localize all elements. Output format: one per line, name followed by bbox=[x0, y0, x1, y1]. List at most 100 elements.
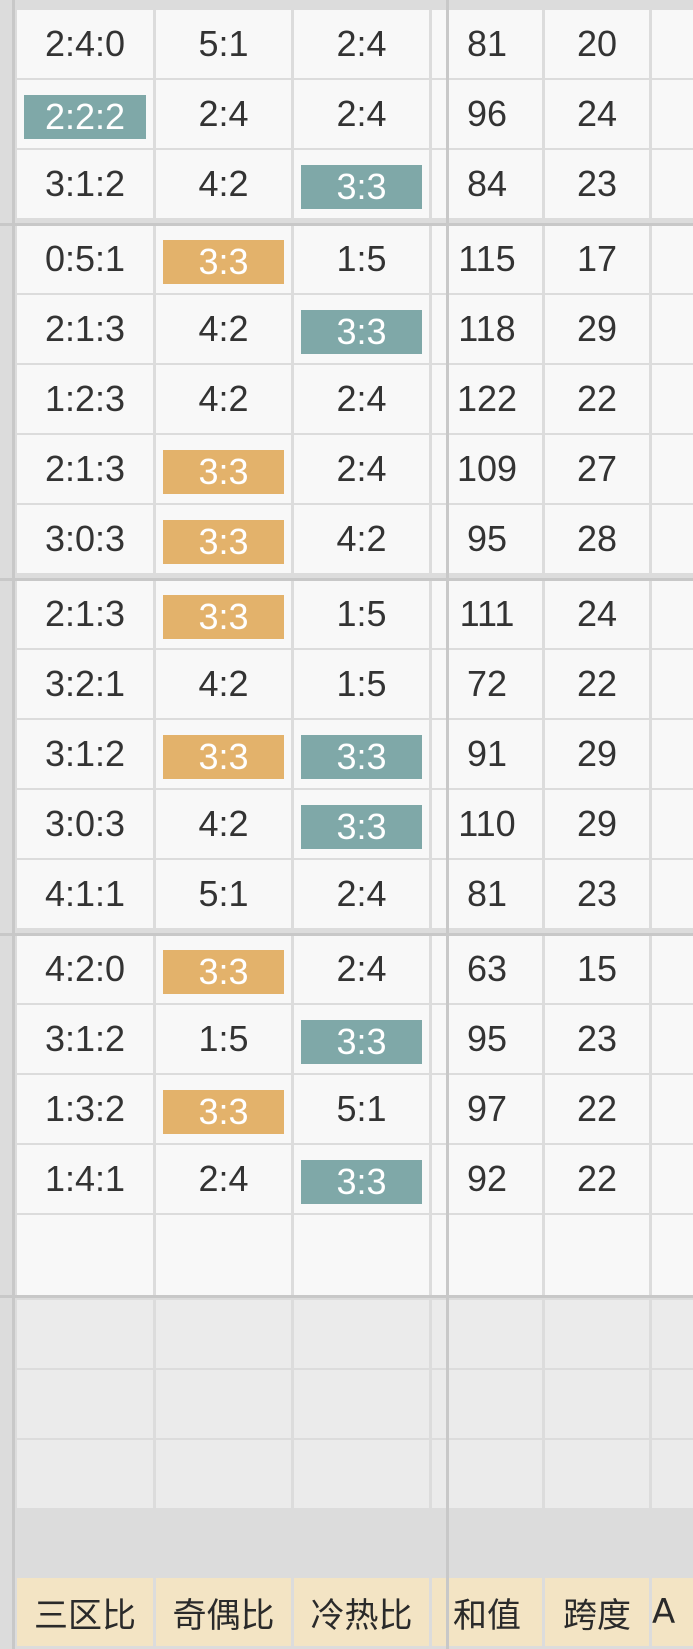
section-divider bbox=[0, 933, 693, 936]
orange-highlight-badge: 3:3 bbox=[163, 595, 284, 639]
cell-span: 24 bbox=[545, 80, 649, 148]
footer-stats-row bbox=[0, 1370, 693, 1440]
teal-highlight-badge: 2:2:2 bbox=[24, 95, 146, 139]
table-row: 2:2:2 2:4 2:4 96 24 bbox=[0, 80, 693, 150]
cell-zone: 1:3:2 bbox=[17, 1075, 153, 1143]
footer-cell bbox=[17, 1370, 153, 1438]
table-row: 1:4:1 2:4 3:3 92 22 bbox=[0, 1145, 693, 1215]
cell-ch: 2:4 bbox=[294, 935, 429, 1003]
cell-ch: 3:3 bbox=[294, 295, 429, 363]
cell-ch: 1:5 bbox=[294, 225, 429, 293]
table-row: 3:1:2 3:3 3:3 91 29 bbox=[0, 720, 693, 790]
cell-extra bbox=[652, 1145, 693, 1213]
teal-highlight-badge: 3:3 bbox=[301, 310, 422, 354]
cell-zone: 2:1:3 bbox=[17, 295, 153, 363]
table-row: 3:1:2 4:2 3:3 84 23 bbox=[0, 150, 693, 220]
cell-zone: 4:1:1 bbox=[17, 860, 153, 928]
cell-zone: 2:4:0 bbox=[17, 10, 153, 78]
cell-oe: 4:2 bbox=[156, 150, 291, 218]
empty-cell bbox=[156, 1230, 291, 1298]
column-header[interactable]: 跨度 bbox=[545, 1578, 649, 1646]
cell-sum: 110 bbox=[432, 790, 542, 858]
footer-cell bbox=[156, 1370, 291, 1438]
cell-sum: 72 bbox=[432, 650, 542, 718]
cell-extra bbox=[652, 790, 693, 858]
cell-extra bbox=[652, 505, 693, 573]
column-header[interactable]: A bbox=[652, 1578, 693, 1646]
cell-span: 22 bbox=[545, 365, 649, 433]
cell-extra bbox=[652, 935, 693, 1003]
cell-oe: 2:4 bbox=[156, 1145, 291, 1213]
table-row: 0:5:1 3:3 1:5 115 17 bbox=[0, 225, 693, 295]
cell-zone: 1:4:1 bbox=[17, 1145, 153, 1213]
cell-extra bbox=[652, 295, 693, 363]
footer-cell bbox=[545, 1370, 649, 1438]
footer-cell bbox=[294, 1440, 429, 1508]
cell-zone: 2:1:3 bbox=[17, 580, 153, 648]
footer-cell bbox=[652, 1440, 693, 1508]
section-divider bbox=[0, 223, 693, 226]
cell-extra bbox=[652, 860, 693, 928]
cell-extra bbox=[652, 225, 693, 293]
cell-sum: 96 bbox=[432, 80, 542, 148]
table-row: 2:1:3 4:2 3:3 118 29 bbox=[0, 295, 693, 365]
teal-highlight-badge: 3:3 bbox=[301, 1020, 422, 1064]
column-header[interactable]: 和值 bbox=[432, 1578, 542, 1646]
cell-sum: 81 bbox=[432, 860, 542, 928]
footer-cell bbox=[432, 1370, 542, 1438]
empty-cell bbox=[17, 1230, 153, 1298]
cell-span: 22 bbox=[545, 650, 649, 718]
orange-highlight-badge: 3:3 bbox=[163, 240, 284, 284]
cell-zone: 3:1:2 bbox=[17, 150, 153, 218]
cell-extra bbox=[652, 1005, 693, 1073]
cell-oe: 3:3 bbox=[156, 505, 291, 573]
orange-highlight-badge: 3:3 bbox=[163, 450, 284, 494]
cell-oe: 4:2 bbox=[156, 650, 291, 718]
cell-span: 15 bbox=[545, 935, 649, 1003]
cell-span: 22 bbox=[545, 1075, 649, 1143]
cell-span: 23 bbox=[545, 1005, 649, 1073]
cell-ch: 4:2 bbox=[294, 505, 429, 573]
cell-ch: 1:5 bbox=[294, 650, 429, 718]
teal-highlight-badge: 3:3 bbox=[301, 165, 422, 209]
cell-zone: 4:2:0 bbox=[17, 935, 153, 1003]
cell-sum: 118 bbox=[432, 295, 542, 363]
footer-stats-row bbox=[0, 1300, 693, 1370]
footer-cell bbox=[156, 1440, 291, 1508]
column-header[interactable]: 冷热比 bbox=[294, 1578, 429, 1646]
teal-highlight-badge: 3:3 bbox=[301, 735, 422, 779]
cell-sum: 92 bbox=[432, 1145, 542, 1213]
cell-span: 24 bbox=[545, 580, 649, 648]
cell-oe: 5:1 bbox=[156, 860, 291, 928]
column-divider bbox=[446, 0, 449, 1649]
cell-span: 28 bbox=[545, 505, 649, 573]
column-header[interactable]: 三区比 bbox=[17, 1578, 153, 1646]
cell-sum: 115 bbox=[432, 225, 542, 293]
cell-sum: 109 bbox=[432, 435, 542, 503]
column-header[interactable]: 奇偶比 bbox=[156, 1578, 291, 1646]
cell-span: 23 bbox=[545, 860, 649, 928]
cell-oe: 2:4 bbox=[156, 80, 291, 148]
cell-span: 29 bbox=[545, 720, 649, 788]
cell-zone: 3:1:2 bbox=[17, 1005, 153, 1073]
cell-oe: 3:3 bbox=[156, 580, 291, 648]
footer-cell bbox=[545, 1300, 649, 1368]
cell-sum: 122 bbox=[432, 365, 542, 433]
orange-highlight-badge: 3:3 bbox=[163, 1090, 284, 1134]
teal-highlight-badge: 3:3 bbox=[301, 1160, 422, 1204]
table-row: 4:1:1 5:1 2:4 81 23 bbox=[0, 860, 693, 930]
footer-cell bbox=[17, 1300, 153, 1368]
cell-oe: 1:5 bbox=[156, 1005, 291, 1073]
empty-cell bbox=[652, 1230, 693, 1298]
cell-ch: 3:3 bbox=[294, 150, 429, 218]
cell-extra bbox=[652, 365, 693, 433]
cell-span: 29 bbox=[545, 295, 649, 363]
footer-cell bbox=[652, 1300, 693, 1368]
table-row: 1:2:3 4:2 2:4 122 22 bbox=[0, 365, 693, 435]
cell-ch: 3:3 bbox=[294, 790, 429, 858]
footer-stats-row bbox=[0, 1440, 693, 1510]
cell-zone: 2:1:3 bbox=[17, 435, 153, 503]
cell-zone: 0:5:1 bbox=[17, 225, 153, 293]
cell-span: 27 bbox=[545, 435, 649, 503]
